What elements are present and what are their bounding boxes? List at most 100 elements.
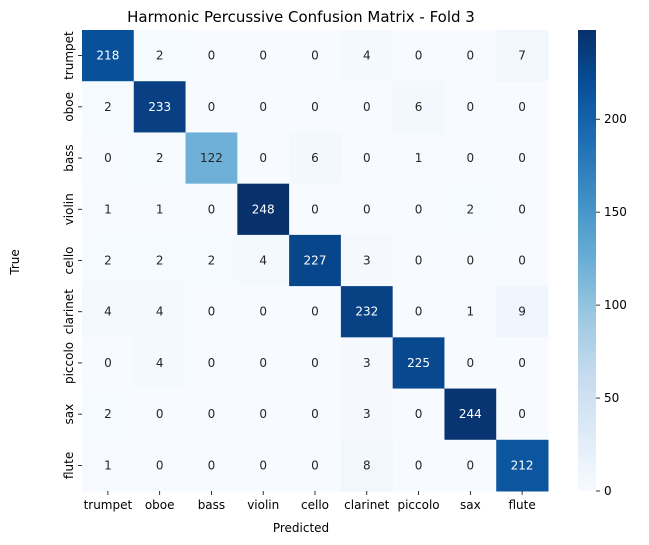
colorbar-tick-label: 50 [604,391,619,405]
y-tick-label: violin [62,193,76,225]
cell-value-label: 1 [415,151,423,165]
heatmap-cell [496,183,549,236]
cell-value-label: 0 [259,305,267,319]
cell-value-label: 2 [104,407,112,421]
cell-value-label: 6 [415,100,423,114]
heatmap-cell [340,132,394,185]
heatmap-cell [392,183,445,236]
heatmap-cell [133,81,187,133]
heatmap-cell [289,286,342,338]
heatmap-cell [289,439,342,492]
cell-value-label: 2 [156,254,164,268]
heatmap-cell [82,286,135,338]
cell-value-label: 0 [518,151,526,165]
colorbar-tick-label: 100 [604,298,627,312]
cell-value-label: 2 [467,202,475,216]
y-tick-label: sax [62,404,76,425]
cell-value-label: 0 [259,49,267,63]
colorbar-tick-label: 150 [604,205,627,219]
heatmap-cell [185,81,238,133]
heatmap-cell [133,439,187,492]
heatmap-cell [82,337,135,390]
heatmap-cell [289,388,342,441]
heatmap-cell [82,81,135,133]
cell-value-label: 0 [415,407,423,421]
cell-value-label: 4 [156,356,164,370]
heatmap-cell [496,30,549,82]
cell-value-label: 0 [467,254,475,268]
heatmap-cell [392,81,445,133]
cell-value-label: 9 [518,305,526,319]
colorbar: 0 50 100 150 200 [578,30,627,498]
cell-value-label: 0 [208,305,216,319]
heatmap-cell [392,132,445,185]
x-tick-label: cello [301,498,329,512]
heatmap-cell [444,183,497,236]
cell-value-label: 4 [363,49,371,63]
cell-value-label: 122 [200,151,223,165]
cell-value-label: 0 [518,202,526,216]
cell-value-label: 212 [511,458,534,472]
cell-value-label: 0 [518,254,526,268]
heatmap-cell [340,234,394,287]
heatmap-cell [392,439,445,492]
cell-value-label: 0 [311,458,319,472]
x-axis-label: Predicted [273,521,329,535]
cell-value-label: 0 [156,458,164,472]
cell-value-label: 0 [208,202,216,216]
y-tick-labels: trumpet oboe bass violin cello clarinet piccol… [62,31,82,479]
y-tick-label: oboe [62,92,76,122]
heatmap-cells: 218 2 0 0 0 4 0 0 72 233 0 0 0 0 6 0 00 2 122 0 6 0 1 0 01 1 0 248 0… [82,30,549,492]
heatmap-cell [133,388,187,441]
cell-value-label: 1 [156,202,164,216]
x-tick-label: bass [198,498,225,512]
cell-value-label: 0 [415,254,423,268]
cell-value-label: 218 [96,49,119,63]
cell-value-label: 0 [467,458,475,472]
heatmap-cell [133,286,187,338]
x-tick-label: flute [508,498,535,512]
cell-value-label: 0 [415,49,423,63]
cell-value-label: 0 [104,356,112,370]
heatmap-cell [237,30,290,82]
heatmap-cell [392,337,445,390]
colorbar-tick-label: 0 [604,484,612,498]
cell-value-label: 0 [518,356,526,370]
cell-value-label: 0 [208,458,216,472]
cell-value-label: 0 [259,100,267,114]
heatmap-cell [133,132,187,185]
cell-value-label: 0 [208,100,216,114]
cell-value-label: 0 [415,305,423,319]
chart-title: Harmonic Percussive Confusion Matrix - F… [127,8,475,26]
cell-value-label: 0 [208,356,216,370]
heatmap-cell [392,234,445,287]
cell-value-label: 0 [156,407,164,421]
heatmap-cell [82,183,135,236]
heatmap-cell [185,337,238,390]
cell-value-label: 3 [363,254,371,268]
x-tick-label: clarinet [344,498,390,512]
cell-value-label: 227 [304,254,327,268]
heatmap-cell [392,388,445,441]
heatmap-cell [496,337,549,390]
cell-value-label: 6 [311,151,319,165]
cell-value-label: 4 [104,305,112,319]
cell-value-label: 0 [518,100,526,114]
cell-value-label: 0 [467,356,475,370]
heatmap-cell [289,183,342,236]
cell-value-label: 0 [467,100,475,114]
colorbar-gradient [578,30,596,491]
heatmap-cell [185,286,238,338]
cell-value-label: 233 [148,100,171,114]
heatmap-cell [133,183,187,236]
heatmap-cell [444,388,497,441]
heatmap-cell [237,388,290,441]
cell-value-label: 8 [363,458,371,472]
cell-value-label: 0 [415,458,423,472]
heatmap-cell [444,337,497,390]
heatmap-cell [340,30,394,82]
cell-value-label: 2 [208,254,216,268]
y-tick-label: bass [62,144,76,171]
heatmap-cell [444,439,497,492]
